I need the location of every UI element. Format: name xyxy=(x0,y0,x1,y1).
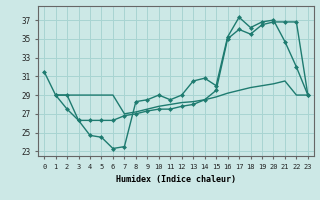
X-axis label: Humidex (Indice chaleur): Humidex (Indice chaleur) xyxy=(116,175,236,184)
